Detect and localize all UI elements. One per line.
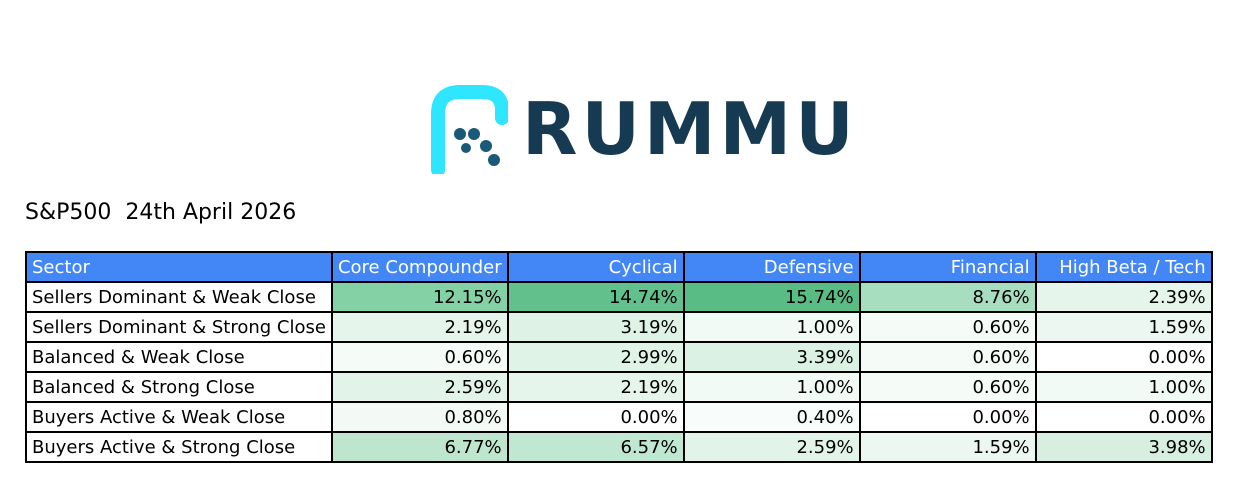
column-header-core-compounder: Core Compounder [330,251,509,283]
table-cell: 2.39% [1034,281,1213,313]
page-subtitle: S&P500 24th April 2026 [25,200,297,225]
column-header-financial: Financial [858,251,1037,283]
table-row: Buyers Active & Strong Close 6.77% 6.57% 2.… [25,431,1213,463]
table-cell: 1.00% [1034,371,1213,403]
table-cell: 3.39% [682,341,861,373]
brand-name: RUMMU [522,87,858,171]
table-cell: 3.19% [506,311,685,343]
row-label: Sellers Dominant & Weak Close [25,281,333,313]
table-row: Sellers Dominant & Weak Close 12.15% 14.74… [25,281,1213,313]
table-row: Balanced & Strong Close 2.59% 2.19% 1.00% 0.… [25,371,1213,403]
table-header-row: Sector Core Compounder Cyclical Defensiv… [25,251,1213,283]
brand-logo: RUMMU [430,84,858,174]
table-cell: 14.74% [506,281,685,313]
table-cell: 15.74% [682,281,861,313]
table-cell: 0.00% [1034,401,1213,433]
table-cell: 2.19% [330,311,509,343]
table-cell: 1.59% [858,431,1037,463]
row-label: Balanced & Strong Close [25,371,333,403]
column-header-high-beta-tech: High Beta / Tech [1034,251,1213,283]
table-cell: 3.98% [1034,431,1213,463]
row-label: Buyers Active & Weak Close [25,401,333,433]
row-label: Balanced & Weak Close [25,341,333,373]
table-row: Sellers Dominant & Strong Close 2.19% 3.19… [25,311,1213,343]
table-cell: 2.99% [506,341,685,373]
table-cell: 0.00% [1034,341,1213,373]
table-cell: 0.00% [858,401,1037,433]
table-row: Balanced & Weak Close 0.60% 2.99% 3.39% 0.60… [25,341,1213,373]
table-cell: 0.40% [682,401,861,433]
column-header-defensive: Defensive [682,251,861,283]
table-row: Buyers Active & Weak Close 0.80% 0.00% 0.40… [25,401,1213,433]
table-cell: 1.00% [682,311,861,343]
table-cell: 0.80% [330,401,509,433]
table-cell: 6.57% [506,431,685,463]
table-cell: 2.59% [330,371,509,403]
table-cell: 0.60% [858,371,1037,403]
table-cell: 0.60% [858,311,1037,343]
sector-table: Sector Core Compounder Cyclical Defensiv… [25,251,1213,463]
table-cell: 6.77% [330,431,509,463]
row-label: Buyers Active & Strong Close [25,431,333,463]
column-header-sector: Sector [25,251,333,283]
rummu-logo-icon [431,85,508,174]
table-cell: 0.00% [506,401,685,433]
table-cell: 2.19% [506,371,685,403]
table-cell: 12.15% [330,281,509,313]
table-cell: 2.59% [682,431,861,463]
table-cell: 0.60% [330,341,509,373]
table-cell: 1.59% [1034,311,1213,343]
table-cell: 8.76% [858,281,1037,313]
column-header-cyclical: Cyclical [506,251,685,283]
row-label: Sellers Dominant & Strong Close [25,311,333,343]
table-cell: 1.00% [682,371,861,403]
table-cell: 0.60% [858,341,1037,373]
